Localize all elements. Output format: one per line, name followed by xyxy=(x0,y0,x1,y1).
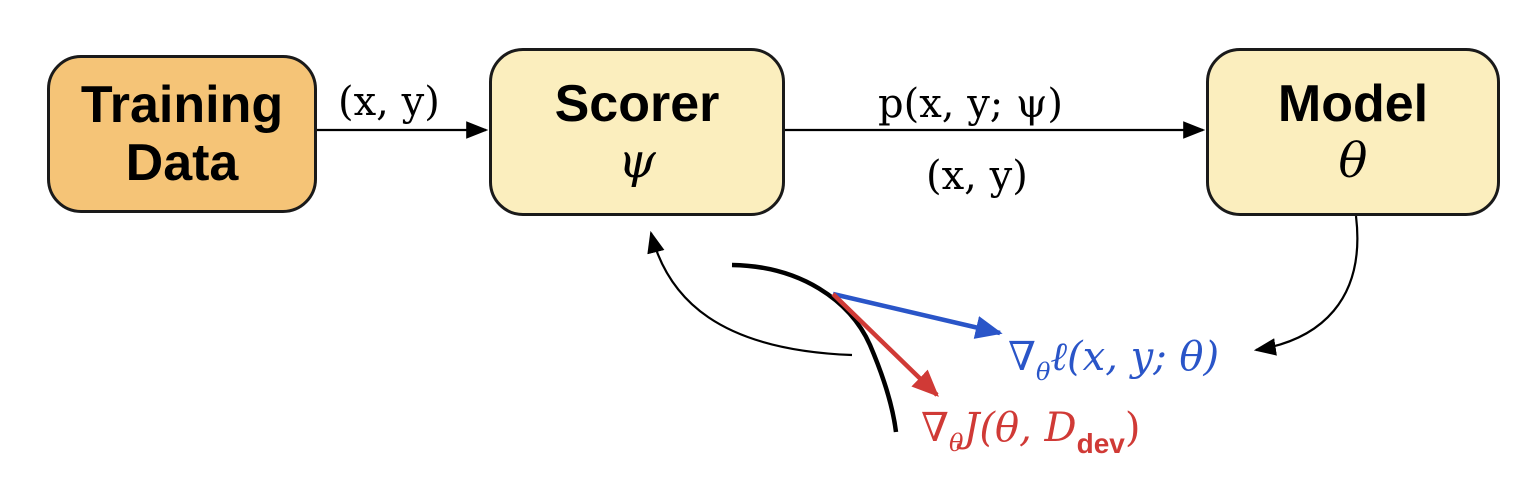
training-data-box: Training Data xyxy=(47,55,317,213)
arrow-feedback-to-scorer xyxy=(647,230,853,357)
loss-gradient-subscript: θ xyxy=(1035,358,1051,386)
scorer-label: Scorer xyxy=(554,75,720,134)
objective-gradient-close: ) xyxy=(1124,405,1141,451)
objective-gradient-subscript: θ xyxy=(948,429,964,457)
arrow-model-to-loss-gradient xyxy=(1253,215,1359,356)
loss-gradient-label: ∇θℓ(x, y; θ) xyxy=(1008,337,1219,384)
edge-label-training-to-scorer: (x, y) xyxy=(338,79,440,125)
training-data-label-line1: Training xyxy=(80,75,284,134)
loss-gradient-body: ℓ(x, y; θ) xyxy=(1050,334,1220,380)
edge-label-score: p(x, y; ψ) xyxy=(878,81,1063,127)
objective-gradient-dev-subscript: dev xyxy=(1076,428,1125,459)
scorer-box: Scorer ψ xyxy=(489,48,785,216)
loss-landscape-curve xyxy=(731,262,899,433)
loss-gradient-nabla: ∇ xyxy=(1008,334,1036,380)
objective-gradient-label: ∇θJ(θ, Ddev) xyxy=(921,408,1140,458)
scorer-symbol: ψ xyxy=(618,132,656,189)
objective-gradient-nabla: ∇ xyxy=(921,405,949,451)
objective-gradient-body: J(θ, D xyxy=(963,405,1077,451)
model-symbol: θ xyxy=(1338,132,1368,189)
training-data-label-line2: Data xyxy=(125,134,239,192)
model-box: Model θ xyxy=(1206,48,1500,216)
loss-gradient-vector xyxy=(832,291,1003,339)
objective-gradient-vector xyxy=(831,292,939,397)
model-label: Model xyxy=(1277,75,1429,134)
edge-label-scorer-to-model: (x, y) xyxy=(926,153,1028,199)
